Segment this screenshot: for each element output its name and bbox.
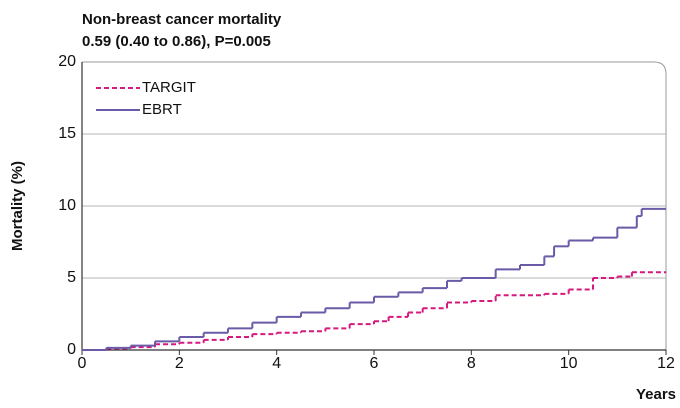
x-tick-label: 4 [272, 355, 281, 372]
x-tick-label: 0 [78, 355, 87, 372]
plot-frame [82, 61, 667, 350]
x-tick-label: 8 [467, 355, 476, 372]
chart-title: Non-breast cancer mortality [82, 11, 282, 28]
x-axis-label: Years [636, 386, 676, 403]
x-tick-label: 6 [370, 355, 379, 372]
y-tick-label: 10 [58, 197, 76, 214]
y-axis-label: Mortality (%) [9, 161, 26, 251]
y-tick-label: 0 [67, 341, 76, 358]
chart-subtitle: 0.59 (0.40 to 0.86), P=0.005 [82, 33, 271, 50]
y-tick-label: 15 [58, 125, 76, 142]
y-tick-label: 20 [58, 53, 76, 70]
legend-label: EBRT [142, 101, 182, 118]
legend-label: TARGIT [142, 79, 196, 96]
y-tick-label: 5 [67, 269, 76, 286]
x-tick-label: 12 [657, 355, 675, 372]
x-tick-label: 2 [175, 355, 184, 372]
x-tick-label: 10 [560, 355, 578, 372]
